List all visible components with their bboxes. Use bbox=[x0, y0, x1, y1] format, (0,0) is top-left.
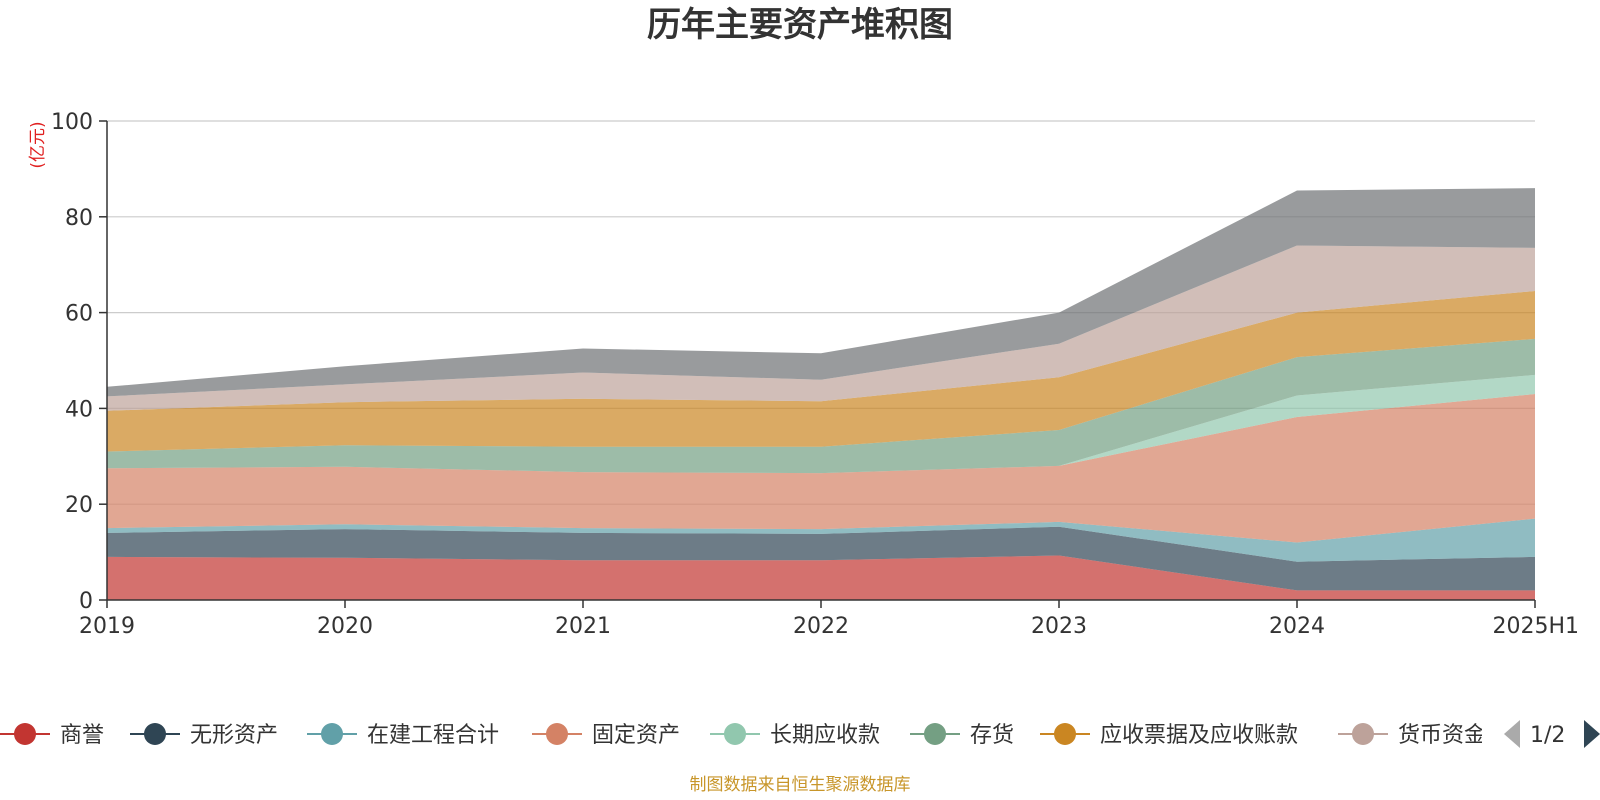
pager-prev-icon[interactable] bbox=[1504, 720, 1520, 748]
legend-label: 商誉 bbox=[60, 723, 104, 748]
x-tick-label: 2025H1 bbox=[1492, 614, 1579, 639]
y-tick-label: 80 bbox=[65, 206, 93, 231]
area-series bbox=[107, 188, 1535, 600]
legend-marker-icon bbox=[924, 723, 946, 745]
source-note: 制图数据来自恒生聚源数据库 bbox=[690, 775, 911, 795]
legend-item[interactable]: 商誉 bbox=[0, 723, 104, 748]
legend-label: 长期应收款 bbox=[770, 723, 880, 748]
legend-label: 存货 bbox=[970, 723, 1014, 748]
legend-label: 应收票据及应收账款 bbox=[1100, 723, 1298, 748]
area-series-0 bbox=[107, 555, 1535, 600]
area-series-other bbox=[107, 188, 1535, 397]
legend-label: 货币资金 bbox=[1398, 723, 1486, 748]
legend-marker-icon bbox=[1352, 723, 1374, 745]
legend[interactable]: 商誉 无形资产 在建工程合计 固定资产 长期应收款 存货 应收票据及应收账款 货币资金 bbox=[0, 723, 1486, 748]
legend-marker-icon bbox=[1054, 723, 1076, 745]
x-tick-label: 2024 bbox=[1269, 614, 1325, 639]
legend-item[interactable]: 固定资产 bbox=[532, 723, 680, 748]
y-tick-label: 60 bbox=[65, 302, 93, 327]
x-tick-label: 2020 bbox=[317, 614, 373, 639]
area-series-1 bbox=[107, 526, 1535, 591]
legend-marker-icon bbox=[724, 723, 746, 745]
axes: 0 20 40 60 80 100 2019 2020 2021 2022 2023 2024 2025… bbox=[51, 110, 1579, 639]
area-series-5 bbox=[107, 338, 1535, 474]
legend-pager: 1/2 bbox=[1504, 720, 1600, 748]
y-tick-label: 40 bbox=[65, 397, 93, 422]
pager-text: 1/2 bbox=[1530, 723, 1565, 748]
y-tick-label: 0 bbox=[79, 589, 93, 614]
area-series-4 bbox=[107, 374, 1535, 474]
area-series-6 bbox=[107, 291, 1535, 452]
legend-item[interactable]: 在建工程合计 bbox=[307, 723, 499, 748]
x-tick-label: 2023 bbox=[1031, 614, 1087, 639]
y-tick-label: 100 bbox=[51, 110, 93, 135]
legend-marker-icon bbox=[546, 723, 568, 745]
legend-marker-icon bbox=[14, 723, 36, 745]
legend-label: 无形资产 bbox=[190, 723, 278, 748]
pager-next-icon[interactable] bbox=[1584, 720, 1600, 748]
area-series-2 bbox=[107, 518, 1535, 562]
legend-item[interactable]: 无形资产 bbox=[130, 723, 278, 748]
legend-marker-icon bbox=[144, 723, 166, 745]
legend-item[interactable]: 存货 bbox=[910, 723, 1014, 748]
area-series-7 bbox=[107, 245, 1535, 411]
area-series-3 bbox=[107, 394, 1535, 543]
x-tick-label: 2022 bbox=[793, 614, 849, 639]
legend-marker-icon bbox=[321, 723, 343, 745]
y-axis-unit: (亿元) bbox=[28, 121, 48, 168]
legend-item[interactable]: 应收票据及应收账款 bbox=[1040, 723, 1298, 748]
legend-label: 在建工程合计 bbox=[367, 723, 499, 748]
legend-items: 商誉 无形资产 在建工程合计 固定资产 长期应收款 存货 应收票据及应收账款 货币资金 bbox=[0, 723, 1486, 748]
legend-item[interactable]: 长期应收款 bbox=[710, 723, 880, 748]
chart-title: 历年主要资产堆积图 bbox=[647, 5, 953, 45]
legend-label: 固定资产 bbox=[592, 723, 680, 748]
y-tick-label: 20 bbox=[65, 493, 93, 518]
legend-item[interactable]: 货币资金 bbox=[1338, 723, 1486, 748]
x-tick-label: 2019 bbox=[79, 614, 135, 639]
x-tick-label: 2021 bbox=[555, 614, 611, 639]
